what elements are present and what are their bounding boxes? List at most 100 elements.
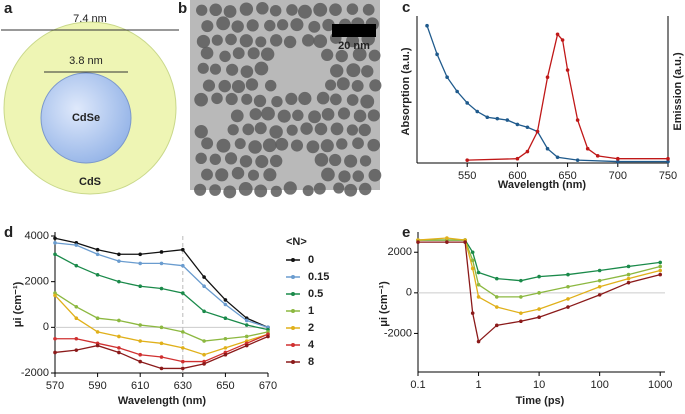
legend-dot [291, 326, 295, 330]
particle [239, 155, 253, 168]
data-point [138, 323, 142, 327]
data-point [555, 32, 560, 37]
data-point [202, 309, 206, 314]
particle [234, 138, 246, 150]
series-line [54, 242, 269, 328]
data-point [545, 75, 550, 79]
data-point [244, 323, 249, 327]
x-tick-label: 650 [216, 380, 234, 392]
data-point [74, 336, 79, 341]
particle [264, 79, 277, 92]
data-point [666, 156, 670, 161]
data-point [95, 316, 100, 321]
particle [254, 184, 268, 198]
particle [359, 155, 372, 167]
particle [195, 152, 207, 165]
particle [271, 95, 283, 108]
series-line [426, 25, 668, 163]
particle [321, 48, 334, 62]
particle [290, 139, 304, 152]
x-tick-label: 750 [659, 170, 677, 182]
particle [232, 47, 245, 60]
data-point [95, 343, 100, 348]
shell-label: CdS [79, 176, 101, 188]
particle [262, 138, 277, 153]
particle [276, 19, 289, 31]
data-point [159, 325, 164, 330]
x-axis-label: Wavelength (nm) [118, 395, 207, 407]
particle [313, 2, 328, 17]
particle [201, 20, 214, 33]
data-point [476, 339, 481, 344]
particle [225, 33, 237, 46]
data-point [159, 366, 164, 371]
data-point [223, 302, 228, 307]
particle [201, 168, 213, 181]
particle [297, 4, 312, 19]
y-axis-label: Absorption (a.u.) [400, 47, 412, 135]
particle [249, 108, 262, 121]
data-point [555, 155, 560, 160]
particle [245, 78, 259, 91]
particle [200, 46, 214, 60]
x-tick-label: 650 [558, 170, 576, 182]
particle [369, 79, 382, 92]
data-point [223, 298, 228, 302]
particle [194, 183, 207, 196]
particle [314, 153, 329, 167]
data-point [181, 263, 185, 268]
particle [270, 185, 282, 198]
x-axis-label: Wavelength (nm) [498, 179, 587, 191]
particle [358, 182, 372, 196]
particle [330, 64, 344, 78]
particle [330, 122, 344, 136]
x-tick-label: 600 [508, 170, 526, 182]
particle [216, 138, 231, 153]
particle [330, 93, 342, 106]
particle [216, 16, 231, 31]
particle [321, 167, 335, 182]
data-point [597, 268, 602, 273]
y-tick-label: 0 [43, 321, 49, 333]
series-line [54, 253, 269, 331]
x-tick-label: 10 [533, 379, 545, 391]
data-point [515, 122, 520, 127]
particle [337, 107, 351, 120]
particles [194, 2, 382, 199]
x-tick-label: 610 [131, 380, 149, 392]
data-point [223, 316, 228, 321]
x-tick-label: 670 [259, 380, 277, 392]
data-point [95, 252, 100, 257]
data-point [494, 323, 499, 328]
data-point [658, 260, 663, 265]
data-point [476, 295, 481, 299]
legend-dot [291, 292, 295, 296]
legend-title: <N> [286, 236, 307, 248]
x-tick-label: 700 [609, 170, 627, 182]
data-point [117, 279, 121, 284]
particle [313, 34, 328, 49]
particle [239, 2, 254, 16]
series-line [54, 294, 269, 356]
data-point [560, 38, 565, 42]
particle [227, 124, 239, 136]
legend-label: 0 [308, 254, 314, 266]
particle [346, 124, 359, 136]
data-point [223, 336, 228, 341]
particle [196, 4, 208, 16]
panel-label: e [402, 224, 410, 241]
data-point [575, 118, 580, 122]
data-point [202, 284, 206, 289]
particle [352, 47, 367, 62]
data-point [53, 336, 57, 341]
data-point [138, 359, 142, 364]
data-point [95, 330, 100, 334]
data-point [117, 334, 121, 339]
data-point [465, 101, 470, 105]
particle [346, 63, 361, 78]
data-point [626, 272, 631, 277]
particle [230, 109, 244, 123]
data-point [476, 282, 481, 287]
panel-label: c [402, 0, 410, 16]
data-point [53, 293, 57, 298]
